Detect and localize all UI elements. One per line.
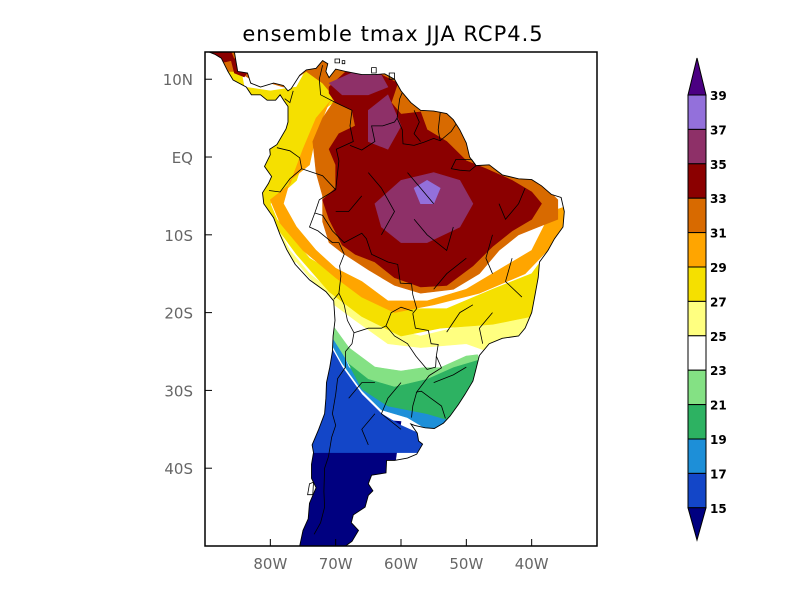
- x-tick-label: 80W: [253, 555, 287, 573]
- colorbar-swatch: [687, 300, 707, 337]
- country-border: [314, 212, 418, 314]
- country-border: [498, 187, 526, 221]
- y-tick-label: 10N: [163, 71, 193, 89]
- y-tick-label: EQ: [172, 149, 193, 167]
- colorbar-label: 23: [710, 364, 727, 378]
- country-border: [361, 413, 376, 446]
- y-tick-label: 20S: [164, 305, 193, 323]
- island: [450, 158, 477, 172]
- country-border: [396, 117, 457, 146]
- country-border: [407, 172, 435, 204]
- island: [307, 481, 314, 496]
- country-border: [301, 168, 345, 300]
- country-border: [411, 391, 418, 418]
- country-border: [437, 112, 441, 141]
- colorbar-label: 35: [710, 158, 727, 172]
- colorbar-bottom-triangle: [687, 507, 707, 542]
- country-border: [348, 382, 375, 399]
- island: [341, 60, 346, 65]
- colorbar-label: 19: [710, 433, 727, 447]
- colorbar-label: 21: [710, 399, 727, 413]
- country-border: [335, 195, 363, 212]
- colorbar-swatch: [687, 197, 707, 234]
- country-border: [284, 90, 294, 104]
- map-title: ensemble tmax JJA RCP4.5: [242, 22, 543, 46]
- colorbar-label: 33: [710, 192, 727, 206]
- country-border: [349, 92, 403, 151]
- country-border: [367, 172, 395, 235]
- y-tick-label: 40S: [164, 460, 193, 478]
- country-border: [412, 313, 439, 357]
- colorbar-label: 15: [710, 502, 727, 516]
- y-axis: 10N EQ 10S 20S 30S 40S: [163, 71, 212, 478]
- colorbar-label: 37: [710, 123, 727, 137]
- island: [371, 67, 377, 74]
- country-border: [415, 356, 446, 419]
- colorbar-swatch: [687, 335, 707, 371]
- temp-band-mag-0: [367, 94, 402, 150]
- x-tick-label: 50W: [449, 555, 483, 573]
- country-border: [380, 382, 402, 430]
- country-border: [313, 332, 355, 535]
- colorbar-label: 31: [710, 227, 727, 241]
- colorbar-top-triangle: [687, 57, 707, 96]
- country-border: [413, 219, 454, 252]
- colorbar-swatch: [687, 232, 707, 268]
- country-border: [385, 325, 437, 370]
- map-panel: [205, 52, 597, 546]
- country-border: [446, 304, 474, 333]
- island: [388, 72, 395, 80]
- colorbar: 15 17 19 21 23 25 27 29 31 33 35 37 39: [687, 57, 727, 542]
- y-tick-label: 30S: [164, 382, 193, 400]
- colorbar-swatch: [687, 163, 707, 199]
- colorbar-swatch: [687, 472, 707, 509]
- country-border: [318, 65, 354, 190]
- country-border: [433, 257, 467, 290]
- colorbar-label: 17: [710, 467, 727, 481]
- coastline: [205, 52, 565, 546]
- y-tick-label: 10S: [164, 227, 193, 245]
- country-border: [478, 312, 493, 344]
- temp-band-orange: [237, 52, 565, 313]
- country-borders: [268, 65, 526, 535]
- country-border: [413, 110, 421, 142]
- country-border: [505, 258, 523, 298]
- colorbar-label: 27: [710, 295, 727, 309]
- country-border: [433, 366, 467, 383]
- temp-band-mag-2: [374, 172, 474, 243]
- x-tick-label: 40W: [515, 555, 549, 573]
- colorbar-swatch: [687, 369, 707, 406]
- colorbar-label: 29: [710, 261, 727, 275]
- colorbar-swatch: [687, 94, 707, 130]
- country-border: [338, 293, 413, 334]
- colorbar-label: 25: [710, 330, 727, 344]
- x-tick-label: 60W: [384, 555, 418, 573]
- country-border: [485, 234, 493, 274]
- x-tick-label: 70W: [319, 555, 353, 573]
- islands: [307, 58, 477, 496]
- colorbar-swatch: [687, 266, 707, 302]
- x-axis: 80W 70W 60W 50W 40W: [253, 539, 549, 573]
- colorbar-swatch: [687, 404, 707, 440]
- colorbar-swatch: [687, 128, 707, 165]
- colorbar-label: 39: [710, 89, 727, 103]
- temp-band-purple-3: [413, 180, 441, 204]
- island: [334, 58, 341, 64]
- colorbar-swatch: [687, 438, 707, 474]
